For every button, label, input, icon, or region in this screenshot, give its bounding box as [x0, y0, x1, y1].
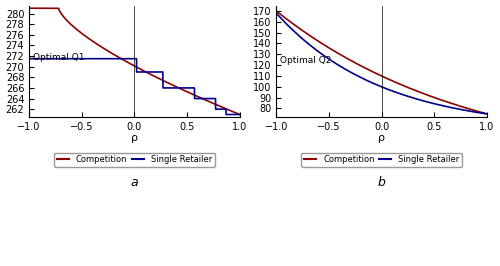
X-axis label: ρ: ρ: [131, 134, 138, 143]
Text: Optimal Q2: Optimal Q2: [280, 56, 332, 65]
Legend: Competition, Single Retailer: Competition, Single Retailer: [54, 153, 214, 167]
Text: a: a: [130, 176, 138, 189]
X-axis label: ρ: ρ: [378, 134, 385, 143]
Legend: Competition, Single Retailer: Competition, Single Retailer: [302, 153, 462, 167]
Text: b: b: [378, 176, 386, 189]
Text: Optimal Q1: Optimal Q1: [33, 53, 84, 62]
